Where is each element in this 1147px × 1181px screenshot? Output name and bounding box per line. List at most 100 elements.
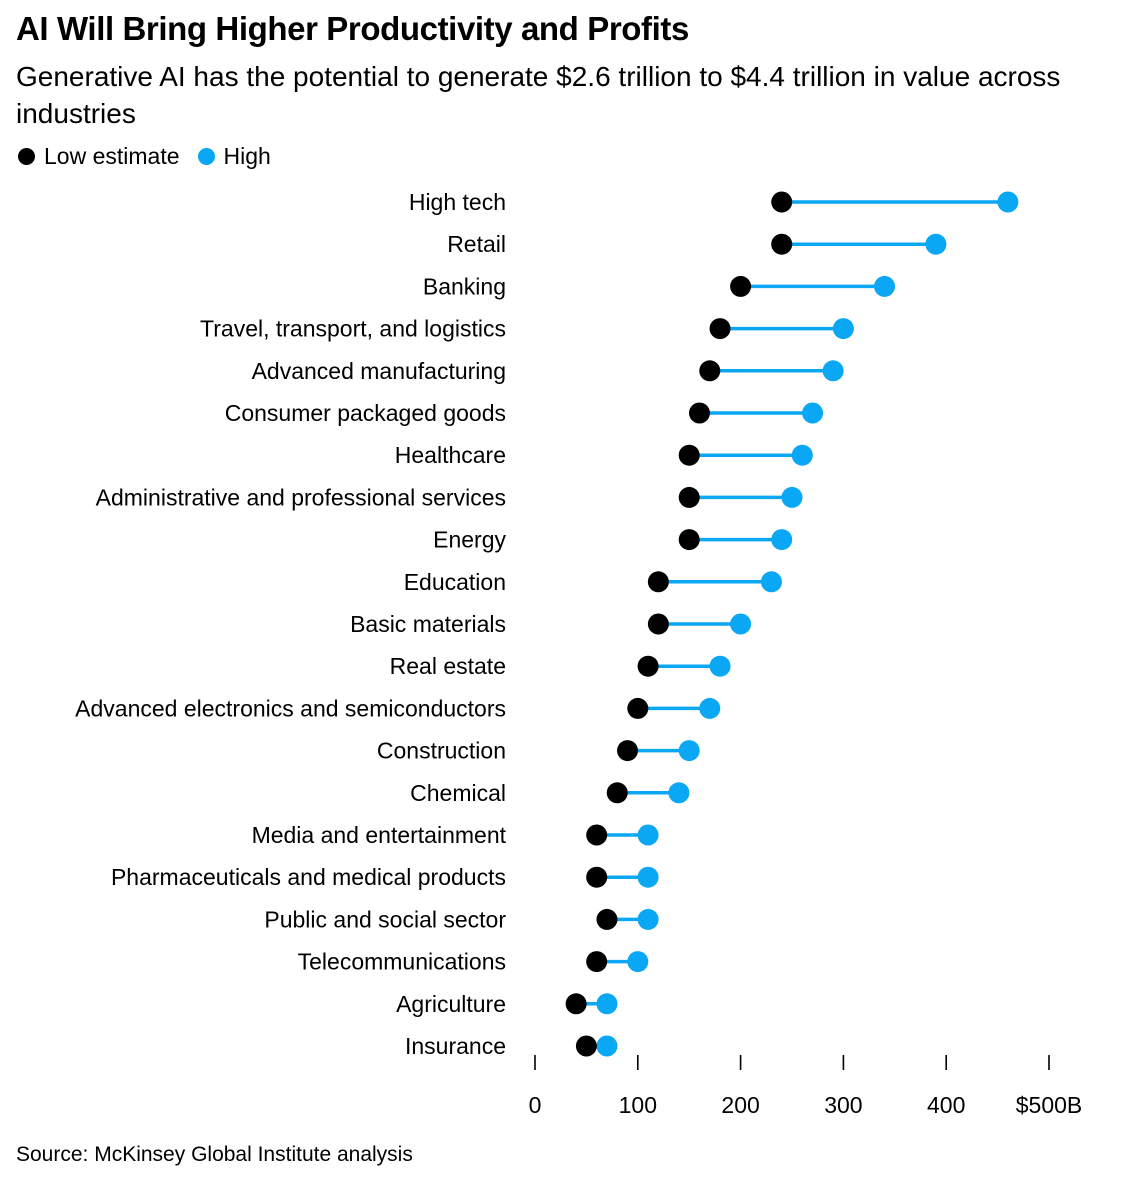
- high-estimate-dot: [699, 697, 721, 719]
- low-estimate-dot: [678, 486, 700, 508]
- low-estimate-dot: [617, 740, 639, 762]
- category-label: Education: [404, 569, 506, 595]
- high-estimate-dot: [678, 740, 700, 762]
- category-row: Chemical: [410, 780, 690, 806]
- legend-low-label: Low estimate: [44, 143, 180, 169]
- low-estimate-dot: [596, 908, 618, 930]
- x-axis-tick-label: 100: [619, 1092, 657, 1118]
- category-row: Real estate: [390, 653, 731, 679]
- high-estimate-dot: [637, 866, 659, 888]
- high-estimate-dot: [832, 318, 854, 340]
- category-label: Real estate: [390, 653, 506, 679]
- category-row: Education: [404, 569, 782, 595]
- category-label: Agriculture: [396, 991, 506, 1017]
- low-estimate-dot: [565, 993, 587, 1015]
- category-row: Travel, transport, and logistics: [200, 316, 854, 342]
- category-row: Consumer packaged goods: [225, 400, 824, 426]
- low-estimate-dot: [771, 233, 793, 255]
- category-label: Advanced electronics and semiconductors: [75, 695, 506, 721]
- category-label: High tech: [409, 189, 506, 215]
- low-estimate-dot: [771, 191, 793, 213]
- high-estimate-dot: [822, 360, 844, 382]
- category-label: Administrative and professional services: [96, 484, 506, 510]
- category-row: Agriculture: [396, 991, 618, 1017]
- low-estimate-dot: [627, 697, 649, 719]
- chart-legend: Low estimate High: [18, 143, 289, 170]
- low-estimate-dot: [647, 571, 669, 593]
- legend-item-high: High: [197, 143, 271, 170]
- high-estimate-dot: [627, 951, 649, 973]
- x-axis-tick-label: $500B: [1016, 1092, 1083, 1118]
- category-label: Construction: [377, 738, 506, 764]
- category-label: Insurance: [405, 1033, 506, 1059]
- category-row: Telecommunications: [298, 949, 649, 975]
- low-estimate-dot: [586, 866, 608, 888]
- low-estimate-dot: [575, 1035, 597, 1057]
- category-row: Pharmaceuticals and medical products: [111, 864, 659, 890]
- high-estimate-dot: [760, 571, 782, 593]
- category-row: Media and entertainment: [252, 822, 659, 848]
- category-row: Basic materials: [350, 611, 752, 637]
- category-row: Banking: [423, 273, 896, 299]
- high-estimate-dot: [874, 275, 896, 297]
- low-estimate-dot: [678, 529, 700, 551]
- category-row: Administrative and professional services: [96, 484, 803, 510]
- high-estimate-dot: [668, 782, 690, 804]
- chart-subtitle: Generative AI has the potential to gener…: [16, 61, 1061, 129]
- high-estimate-dot: [781, 486, 803, 508]
- high-estimate-dot: [709, 655, 731, 677]
- category-label: Basic materials: [350, 611, 506, 637]
- category-label: Pharmaceuticals and medical products: [111, 864, 506, 890]
- category-label: Healthcare: [395, 442, 506, 468]
- x-axis-tick-label: 200: [721, 1092, 759, 1118]
- x-axis-tick-label: 400: [927, 1092, 965, 1118]
- legend-item-low: Low estimate: [18, 143, 180, 170]
- high-estimate-dot: [596, 1035, 618, 1057]
- high-estimate-dot: [730, 613, 752, 635]
- category-row: Advanced manufacturing: [252, 358, 844, 384]
- high-estimate-dot: [637, 824, 659, 846]
- category-row: Healthcare: [395, 442, 813, 468]
- category-label: Media and entertainment: [252, 822, 507, 848]
- category-label: Consumer packaged goods: [225, 400, 506, 426]
- x-axis-tick-label: 300: [824, 1092, 862, 1118]
- legend-low-marker: [18, 148, 35, 165]
- category-label: Banking: [423, 273, 506, 299]
- high-estimate-dot: [637, 908, 659, 930]
- category-row: Advanced electronics and semiconductors: [75, 695, 721, 721]
- high-estimate-dot: [802, 402, 824, 424]
- legend-high-label: High: [223, 143, 271, 169]
- low-estimate-dot: [586, 951, 608, 973]
- x-axis-tick-label: 0: [529, 1092, 542, 1118]
- category-row: Public and social sector: [264, 906, 659, 932]
- low-estimate-dot: [678, 444, 700, 466]
- high-estimate-dot: [771, 529, 793, 551]
- high-estimate-dot: [596, 993, 618, 1015]
- low-estimate-dot: [699, 360, 721, 382]
- category-label: Retail: [447, 231, 506, 257]
- high-estimate-dot: [791, 444, 813, 466]
- category-label: Travel, transport, and logistics: [200, 316, 506, 342]
- category-label: Energy: [433, 527, 506, 553]
- low-estimate-dot: [709, 318, 731, 340]
- high-estimate-dot: [925, 233, 947, 255]
- category-row: Retail: [447, 231, 947, 257]
- category-label: Advanced manufacturing: [252, 358, 506, 384]
- high-estimate-dot: [997, 191, 1019, 213]
- category-label: Public and social sector: [264, 906, 506, 932]
- low-estimate-dot: [688, 402, 710, 424]
- category-row: Construction: [377, 738, 700, 764]
- category-label: Chemical: [410, 780, 506, 806]
- source-note: Source: McKinsey Global Institute analys…: [16, 1143, 413, 1166]
- category-row: Insurance: [405, 1033, 618, 1059]
- low-estimate-dot: [730, 275, 752, 297]
- low-estimate-dot: [637, 655, 659, 677]
- chart-title: AI Will Bring Higher Productivity and Pr…: [16, 10, 689, 47]
- low-estimate-dot: [606, 782, 628, 804]
- category-row: Energy: [433, 527, 793, 553]
- low-estimate-dot: [647, 613, 669, 635]
- legend-high-marker: [197, 148, 215, 165]
- category-label: Telecommunications: [298, 949, 506, 975]
- low-estimate-dot: [586, 824, 608, 846]
